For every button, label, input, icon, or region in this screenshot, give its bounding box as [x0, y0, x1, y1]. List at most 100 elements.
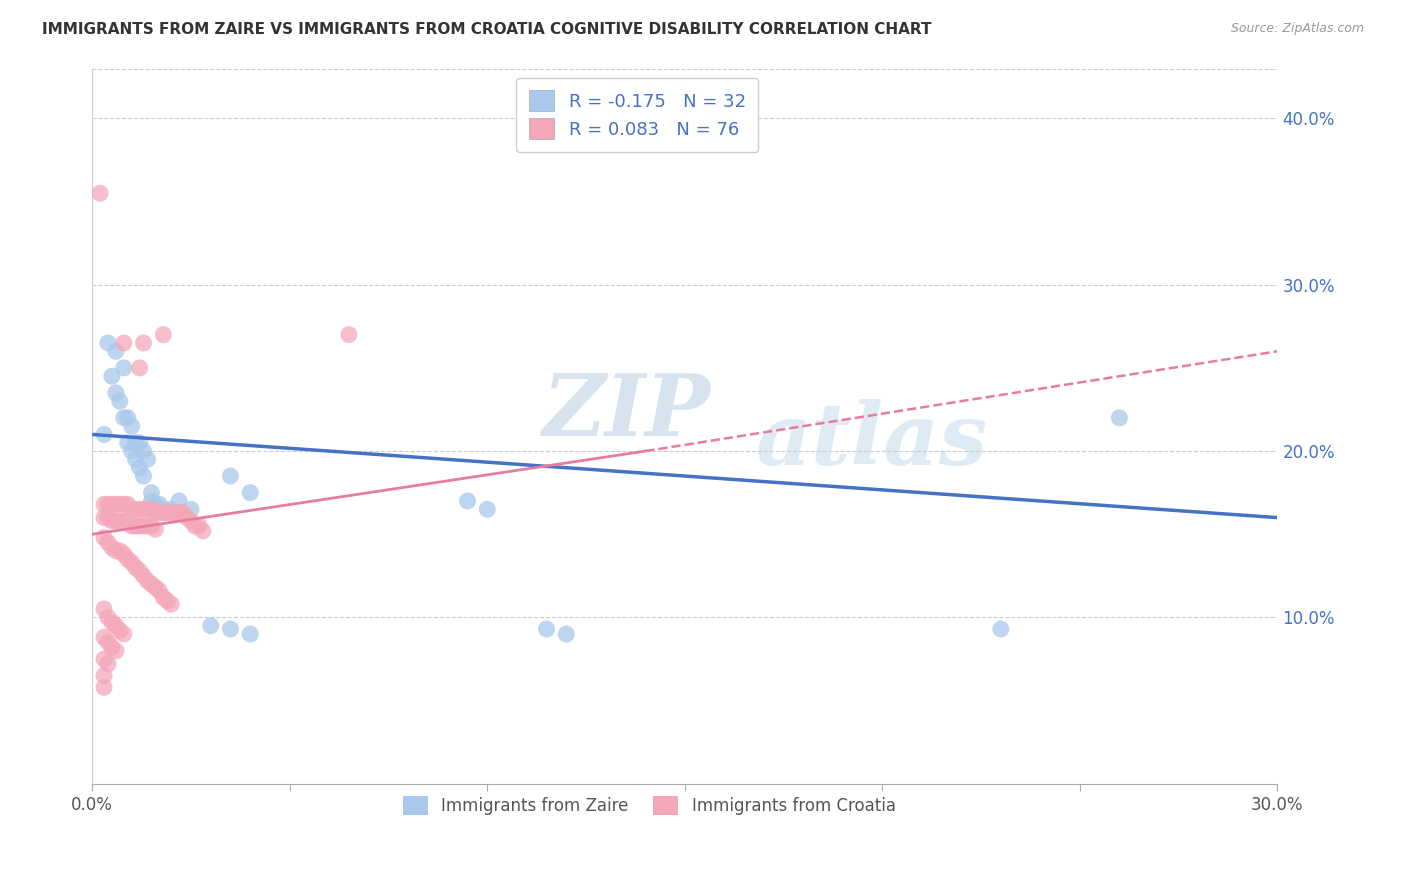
Point: [108, 544, 131, 558]
Point: [121, 502, 143, 516]
Point: [112, 360, 135, 375]
Point: [124, 452, 146, 467]
Point: [148, 497, 170, 511]
Point: [112, 627, 135, 641]
Text: ZIP: ZIP: [543, 370, 710, 453]
Point: [117, 410, 139, 425]
Point: [156, 594, 179, 608]
Point: [180, 514, 202, 528]
Point: [124, 519, 146, 533]
Point: [104, 618, 127, 632]
Point: [97, 497, 120, 511]
Point: [117, 497, 139, 511]
Point: [124, 435, 146, 450]
Point: [93, 652, 115, 666]
Point: [145, 506, 167, 520]
Point: [112, 514, 135, 528]
Text: atlas: atlas: [756, 399, 988, 483]
Point: [160, 506, 183, 520]
Point: [191, 524, 214, 538]
Point: [187, 519, 209, 533]
Point: [145, 581, 167, 595]
Point: [93, 427, 115, 442]
Point: [141, 485, 163, 500]
Point: [97, 335, 120, 350]
Point: [145, 497, 167, 511]
Point: [112, 410, 135, 425]
Point: [121, 419, 143, 434]
Point: [141, 577, 163, 591]
Point: [148, 506, 170, 520]
Point: [101, 369, 124, 384]
Point: [152, 506, 174, 520]
Point: [145, 522, 167, 536]
Point: [156, 506, 179, 520]
Point: [457, 494, 479, 508]
Point: [239, 627, 262, 641]
Point: [128, 460, 150, 475]
Point: [97, 535, 120, 549]
Text: IMMIGRANTS FROM ZAIRE VS IMMIGRANTS FROM CROATIA COGNITIVE DISABILITY CORRELATIO: IMMIGRANTS FROM ZAIRE VS IMMIGRANTS FROM…: [42, 22, 932, 37]
Point: [555, 627, 578, 641]
Point: [93, 602, 115, 616]
Point: [152, 502, 174, 516]
Point: [101, 497, 124, 511]
Point: [167, 494, 190, 508]
Point: [101, 514, 124, 528]
Point: [124, 502, 146, 516]
Point: [93, 531, 115, 545]
Point: [132, 335, 155, 350]
Point: [104, 385, 127, 400]
Point: [93, 497, 115, 511]
Point: [101, 640, 124, 655]
Point: [108, 624, 131, 638]
Point: [104, 497, 127, 511]
Legend: Immigrants from Zaire, Immigrants from Croatia: Immigrants from Zaire, Immigrants from C…: [392, 786, 905, 825]
Point: [121, 519, 143, 533]
Point: [160, 597, 183, 611]
Point: [128, 564, 150, 578]
Point: [124, 560, 146, 574]
Point: [89, 186, 111, 201]
Point: [104, 643, 127, 657]
Point: [148, 583, 170, 598]
Point: [121, 444, 143, 458]
Point: [136, 519, 159, 533]
Point: [117, 435, 139, 450]
Point: [108, 497, 131, 511]
Point: [128, 519, 150, 533]
Point: [97, 610, 120, 624]
Point: [219, 622, 242, 636]
Point: [152, 327, 174, 342]
Point: [141, 494, 163, 508]
Point: [180, 502, 202, 516]
Point: [112, 497, 135, 511]
Point: [101, 541, 124, 555]
Point: [93, 510, 115, 524]
Point: [132, 469, 155, 483]
Point: [132, 444, 155, 458]
Point: [117, 514, 139, 528]
Point: [477, 502, 499, 516]
Point: [136, 574, 159, 588]
Point: [337, 327, 360, 342]
Text: Source: ZipAtlas.com: Source: ZipAtlas.com: [1230, 22, 1364, 36]
Point: [101, 615, 124, 630]
Point: [184, 519, 207, 533]
Point: [132, 519, 155, 533]
Point: [128, 360, 150, 375]
Point: [172, 506, 194, 520]
Point: [165, 506, 187, 520]
Point: [176, 510, 198, 524]
Point: [93, 631, 115, 645]
Point: [108, 394, 131, 409]
Point: [121, 556, 143, 570]
Point: [128, 502, 150, 516]
Point: [117, 552, 139, 566]
Point: [141, 502, 163, 516]
Point: [219, 469, 242, 483]
Point: [93, 680, 115, 694]
Point: [104, 344, 127, 359]
Point: [93, 668, 115, 682]
Point: [141, 519, 163, 533]
